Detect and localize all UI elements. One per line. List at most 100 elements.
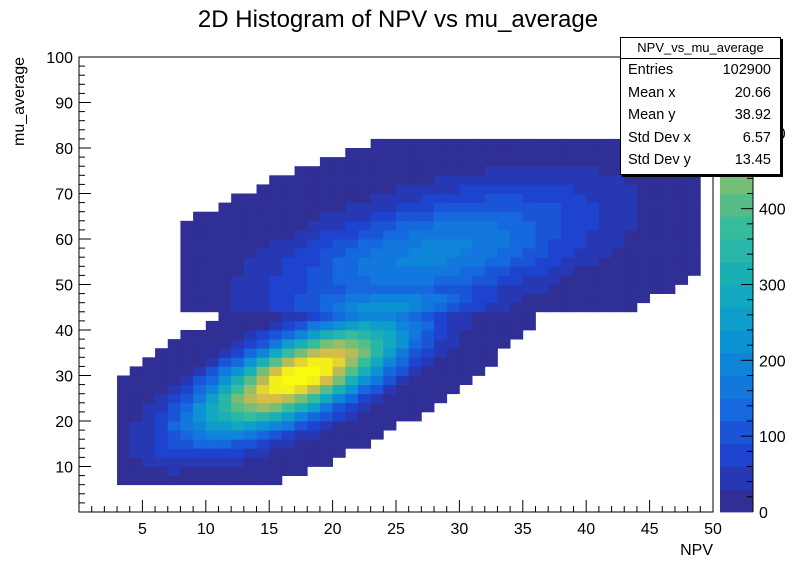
heatmap-cell: [560, 248, 574, 258]
heatmap-cell: [459, 275, 473, 285]
heatmap-cell: [611, 138, 625, 149]
heatmap-cell: [294, 411, 308, 422]
heatmap-cell: [357, 421, 372, 431]
heatmap-cell: [167, 375, 181, 385]
heatmap-cell: [345, 239, 359, 249]
heatmap-cell: [497, 293, 511, 304]
heatmap-cell: [345, 211, 359, 222]
heatmap-cell: [611, 302, 625, 313]
heatmap-cell: [370, 393, 384, 404]
heatmap-cell: [396, 320, 410, 331]
heatmap-cell: [269, 202, 283, 213]
heatmap-cell: [408, 211, 422, 222]
heatmap-cell: [307, 275, 321, 285]
heatmap-cell: [510, 138, 524, 149]
heatmap-cell: [408, 248, 422, 258]
heatmap-cell: [586, 239, 600, 249]
heatmap-cell: [522, 211, 536, 222]
heatmap-cell: [624, 293, 638, 304]
heatmap-cell: [611, 193, 625, 203]
heatmap-cell: [307, 248, 321, 258]
heatmap-cell: [408, 357, 422, 367]
heatmap-cell: [129, 411, 143, 422]
heatmap-cell: [294, 330, 308, 340]
heatmap-cell: [383, 248, 397, 258]
heatmap-cell: [370, 366, 384, 376]
heatmap-cell: [256, 211, 270, 222]
heatmap-cell: [357, 229, 372, 240]
heatmap-cell: [548, 138, 562, 149]
heatmap-cell: [180, 220, 194, 231]
heatmap-cell: [662, 275, 676, 285]
heatmap-cell: [256, 357, 270, 367]
heatmap-cell: [598, 157, 612, 167]
heatmap-cell: [598, 239, 612, 249]
heatmap-cell: [319, 339, 333, 349]
heatmap-cell: [345, 430, 359, 440]
heatmap-cell: [611, 148, 625, 158]
heatmap-cell: [155, 411, 169, 422]
heatmap-cell: [408, 302, 422, 313]
heatmap-cell: [205, 302, 219, 313]
heatmap-cell: [674, 248, 689, 258]
heatmap-cell: [281, 302, 295, 313]
heatmap-cell: [649, 202, 663, 213]
heatmap-cell: [573, 257, 587, 267]
heatmap-cell: [611, 257, 625, 267]
heatmap-cell: [497, 166, 511, 176]
heatmap-cell: [484, 211, 498, 222]
heatmap-cell: [586, 302, 600, 313]
heatmap-cell: [383, 211, 397, 222]
heatmap-cell: [497, 211, 511, 222]
heatmap-cell: [281, 448, 295, 458]
y-tick-label: 90: [55, 96, 73, 113]
stats-row-std-dev-x: Std Dev x 6.57: [621, 127, 780, 150]
heatmap-cell: [167, 366, 181, 376]
heatmap-cell: [510, 266, 524, 276]
heatmap-cell: [484, 284, 498, 294]
heatmap-cell: [510, 257, 524, 267]
heatmap-cell: [205, 284, 219, 294]
heatmap-cell: [510, 311, 524, 322]
heatmap-cell: [319, 448, 333, 458]
heatmap-cell: [484, 202, 498, 213]
stats-label: Entries: [628, 62, 674, 78]
heatmap-cell: [307, 375, 321, 385]
colorbar-band: [720, 170, 753, 194]
heatmap-cell: [231, 430, 245, 440]
heatmap-cell: [357, 439, 372, 449]
heatmap-cell: [421, 311, 435, 322]
heatmap-cell: [636, 202, 650, 213]
heatmap-cell: [345, 166, 359, 176]
heatmap-cell: [421, 211, 435, 222]
heatmap-cell: [662, 175, 676, 185]
heatmap-cell: [434, 339, 448, 349]
heatmap-cell: [560, 202, 574, 213]
heatmap-cell: [307, 284, 321, 294]
heatmap-cell: [472, 311, 486, 322]
heatmap-cell: [193, 366, 207, 376]
heatmap-cell: [370, 275, 384, 285]
heatmap-cell: [307, 293, 321, 304]
heatmap-cell: [459, 175, 473, 185]
heatmap-cell: [269, 339, 283, 349]
heatmap-cell: [307, 411, 321, 422]
colorbar-band: [720, 443, 753, 467]
heatmap-cell: [598, 166, 612, 176]
heatmap-cell: [218, 457, 232, 467]
heatmap-cell: [243, 339, 257, 349]
heatmap-cell: [281, 257, 295, 267]
heatmap-cell: [256, 393, 270, 404]
heatmap-cell: [307, 311, 321, 322]
heatmap-cell: [446, 166, 460, 176]
heatmap-cell: [510, 248, 524, 258]
heatmap-cell: [510, 166, 524, 176]
heatmap-cell: [484, 193, 498, 203]
heatmap-cell: [446, 320, 460, 331]
heatmap-cell: [560, 257, 574, 267]
heatmap-cell: [598, 266, 612, 276]
heatmap-cell: [662, 248, 676, 258]
colorbar-band: [720, 375, 753, 399]
heatmap-cell: [231, 393, 245, 404]
heatmap-cell: [573, 211, 587, 222]
